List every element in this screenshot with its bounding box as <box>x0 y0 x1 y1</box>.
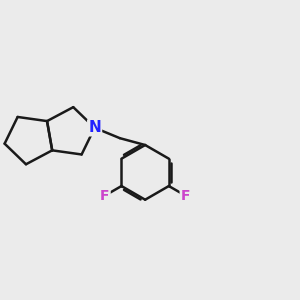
Text: F: F <box>100 189 110 202</box>
Text: F: F <box>181 189 190 202</box>
Text: N: N <box>88 120 101 135</box>
